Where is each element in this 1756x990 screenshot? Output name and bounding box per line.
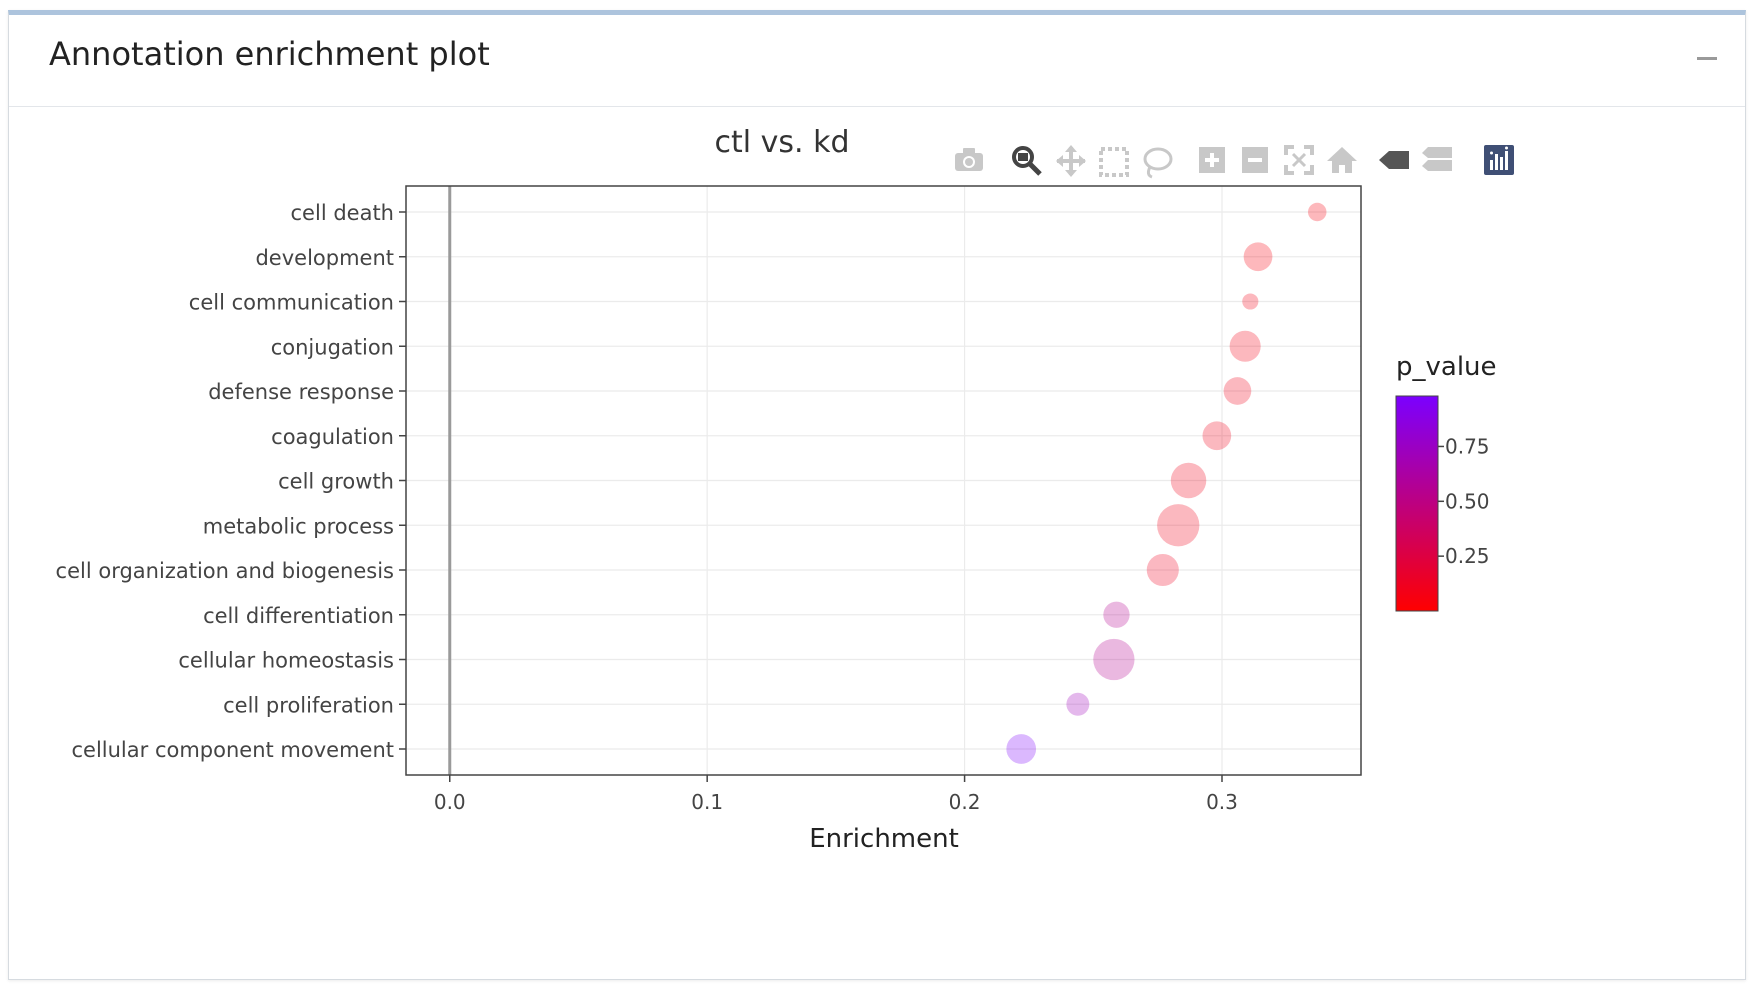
box-select-icon[interactable]	[1099, 147, 1129, 177]
y-tick-label: development	[255, 246, 394, 270]
y-tick-label: conjugation	[271, 335, 394, 359]
hover-closest-icon[interactable]	[1379, 151, 1409, 169]
points-layer	[1006, 202, 1327, 764]
y-tick-label: defense response	[208, 380, 394, 404]
data-point[interactable]	[1157, 504, 1200, 547]
y-tick-label: cell death	[291, 201, 394, 225]
data-point[interactable]	[1243, 242, 1273, 272]
data-point[interactable]	[1066, 692, 1090, 716]
panel-header: Annotation enrichment plot	[9, 15, 1745, 107]
data-point[interactable]	[1103, 601, 1130, 628]
x-axis: 0.0 0.1 0.2 0.3	[434, 775, 1238, 814]
collapse-button[interactable]	[1697, 57, 1717, 60]
y-axis: cell death development cell communication c…	[56, 201, 406, 762]
data-point[interactable]	[1146, 553, 1179, 587]
data-point[interactable]	[1242, 293, 1259, 310]
y-tick-label: coagulation	[271, 425, 394, 449]
data-point[interactable]	[1170, 462, 1207, 499]
enrichment-panel: Annotation enrichment plot ctl vs. kd	[8, 10, 1746, 980]
pan-icon[interactable]	[1056, 145, 1086, 177]
zoom-out-icon[interactable]	[1242, 147, 1268, 173]
colorbar-title: p_value	[1396, 352, 1497, 382]
data-point[interactable]	[1223, 377, 1252, 405]
colorbar-gradient	[1395, 395, 1439, 612]
y-tick-label: cell differentiation	[203, 604, 394, 628]
y-tick-label: cell growth	[278, 470, 394, 494]
plot-modebar	[955, 145, 1514, 179]
chart-container: ctl vs. kd	[9, 107, 1745, 971]
zoom-in-icon[interactable]	[1199, 147, 1225, 173]
colorbar-tick-label: 0.25	[1445, 544, 1490, 568]
x-tick-label: 0.3	[1206, 790, 1238, 814]
y-tick-label: cellular component movement	[71, 738, 394, 762]
x-axis-title: Enrichment	[809, 824, 959, 854]
y-tick-label: cellular homeostasis	[178, 649, 394, 673]
hover-compare-icon[interactable]	[1422, 147, 1452, 171]
data-point[interactable]	[1202, 421, 1232, 451]
x-tick-label: 0.0	[434, 790, 466, 814]
x-tick-label: 0.2	[949, 790, 981, 814]
y-tick-label: cell organization and biogenesis	[56, 559, 394, 583]
data-point[interactable]	[1229, 330, 1261, 362]
plotly-logo-icon[interactable]	[1484, 145, 1514, 175]
chart-title: ctl vs. kd	[715, 125, 850, 160]
zoom-icon[interactable]	[1012, 146, 1042, 176]
reset-axes-icon[interactable]	[1327, 147, 1357, 173]
data-point[interactable]	[1006, 734, 1037, 764]
colorbar-tick-label: 0.50	[1445, 489, 1490, 513]
data-point[interactable]	[1093, 638, 1135, 681]
y-tick-label: metabolic process	[203, 514, 394, 538]
colorbar-tick-label: 0.75	[1445, 434, 1490, 458]
panel-title: Annotation enrichment plot	[49, 35, 490, 73]
y-tick-label: cell communication	[189, 291, 394, 315]
camera-icon[interactable]	[955, 148, 983, 171]
data-point[interactable]	[1307, 202, 1327, 222]
x-tick-label: 0.1	[691, 790, 723, 814]
grid-layer	[406, 186, 1361, 775]
autoscale-icon[interactable]	[1284, 145, 1314, 175]
y-tick-label: cell proliferation	[223, 693, 394, 717]
colorbar: p_value 0.25 0.50 0.75	[1395, 352, 1497, 612]
lasso-select-icon[interactable]	[1143, 147, 1173, 179]
enrichment-plot[interactable]: ctl vs. kd	[9, 107, 1745, 967]
